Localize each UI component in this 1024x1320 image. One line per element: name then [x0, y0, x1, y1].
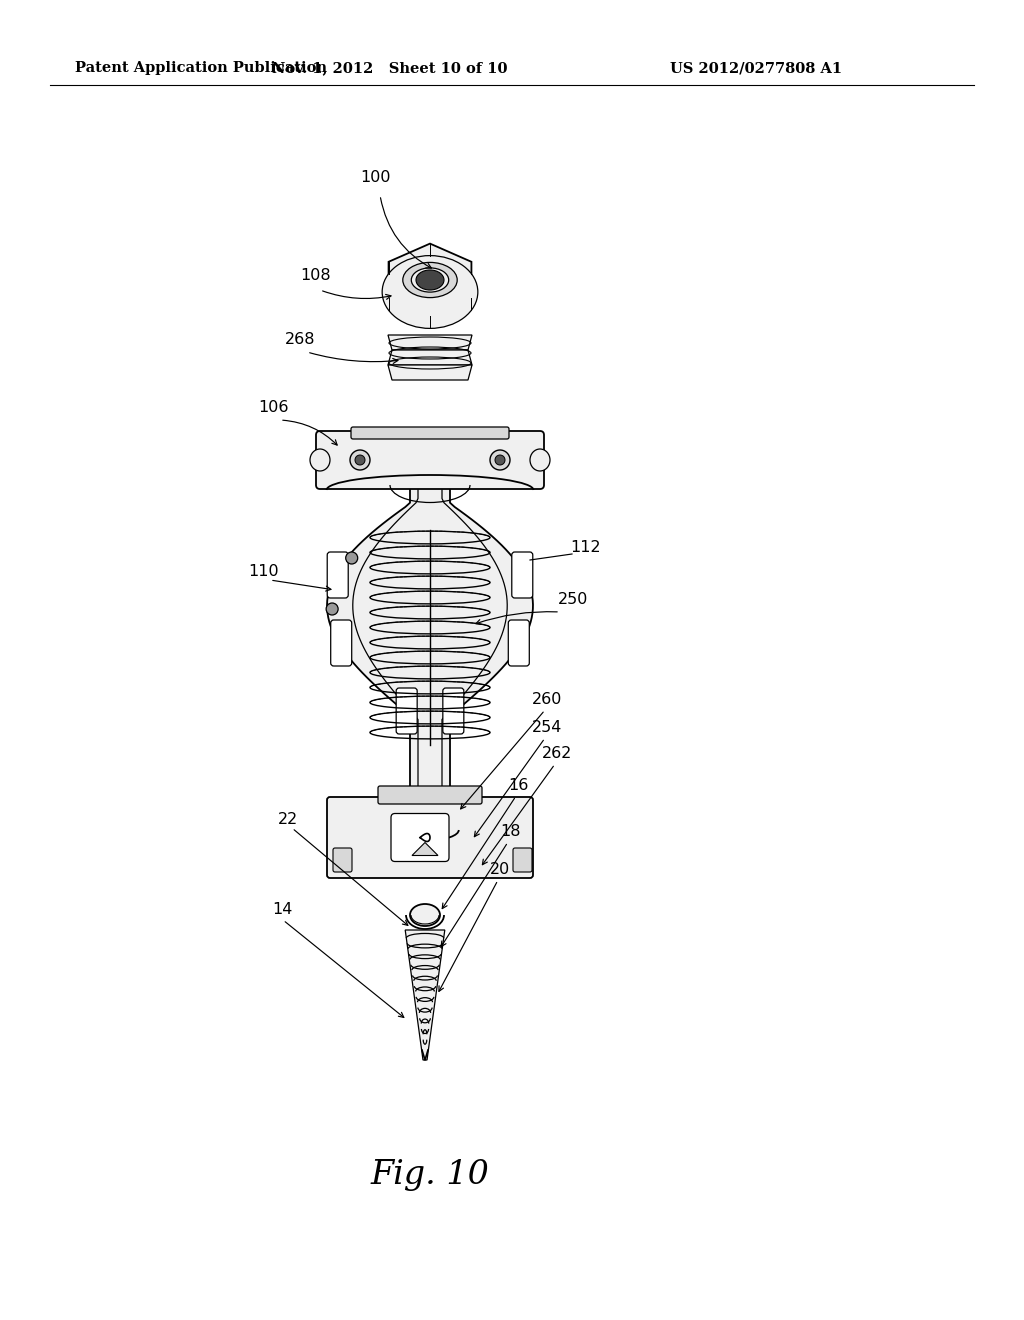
Polygon shape	[388, 335, 472, 350]
Text: 20: 20	[490, 862, 510, 878]
Circle shape	[326, 603, 338, 615]
Circle shape	[350, 450, 370, 470]
Polygon shape	[388, 350, 472, 366]
Ellipse shape	[310, 449, 330, 471]
Text: 112: 112	[570, 540, 601, 556]
Text: 254: 254	[532, 721, 562, 735]
Text: Fig. 10: Fig. 10	[371, 1159, 489, 1191]
Ellipse shape	[530, 449, 550, 471]
Circle shape	[346, 552, 357, 564]
Text: 110: 110	[248, 565, 279, 579]
Text: 14: 14	[272, 903, 293, 917]
FancyBboxPatch shape	[378, 785, 482, 804]
Text: 108: 108	[300, 268, 331, 282]
Polygon shape	[406, 931, 444, 1060]
FancyBboxPatch shape	[333, 847, 352, 873]
Polygon shape	[327, 490, 532, 830]
FancyBboxPatch shape	[316, 432, 544, 488]
FancyBboxPatch shape	[331, 620, 351, 667]
Text: 100: 100	[360, 170, 390, 186]
FancyBboxPatch shape	[351, 426, 509, 440]
Text: 22: 22	[278, 813, 298, 828]
Text: Nov. 1, 2012   Sheet 10 of 10: Nov. 1, 2012 Sheet 10 of 10	[272, 61, 508, 75]
Ellipse shape	[416, 271, 444, 290]
Circle shape	[495, 455, 505, 465]
Ellipse shape	[412, 268, 449, 292]
Text: 262: 262	[542, 747, 572, 762]
FancyBboxPatch shape	[508, 620, 529, 667]
Text: 268: 268	[285, 333, 315, 347]
Polygon shape	[388, 244, 471, 317]
Circle shape	[355, 455, 365, 465]
Polygon shape	[388, 366, 472, 380]
Text: 250: 250	[558, 593, 589, 607]
Ellipse shape	[410, 904, 440, 927]
Text: 18: 18	[500, 825, 520, 840]
FancyBboxPatch shape	[512, 552, 532, 598]
Ellipse shape	[382, 256, 478, 329]
FancyBboxPatch shape	[396, 688, 417, 734]
FancyBboxPatch shape	[442, 688, 464, 734]
Circle shape	[490, 450, 510, 470]
Ellipse shape	[402, 263, 457, 297]
Text: US 2012/0277808 A1: US 2012/0277808 A1	[670, 61, 842, 75]
Text: Patent Application Publication: Patent Application Publication	[75, 61, 327, 75]
Text: 16: 16	[508, 779, 528, 793]
FancyBboxPatch shape	[391, 813, 449, 862]
Text: 260: 260	[532, 693, 562, 708]
FancyBboxPatch shape	[328, 552, 348, 598]
FancyBboxPatch shape	[513, 847, 532, 873]
FancyBboxPatch shape	[327, 797, 534, 878]
Text: 106: 106	[258, 400, 289, 416]
Polygon shape	[412, 842, 438, 855]
